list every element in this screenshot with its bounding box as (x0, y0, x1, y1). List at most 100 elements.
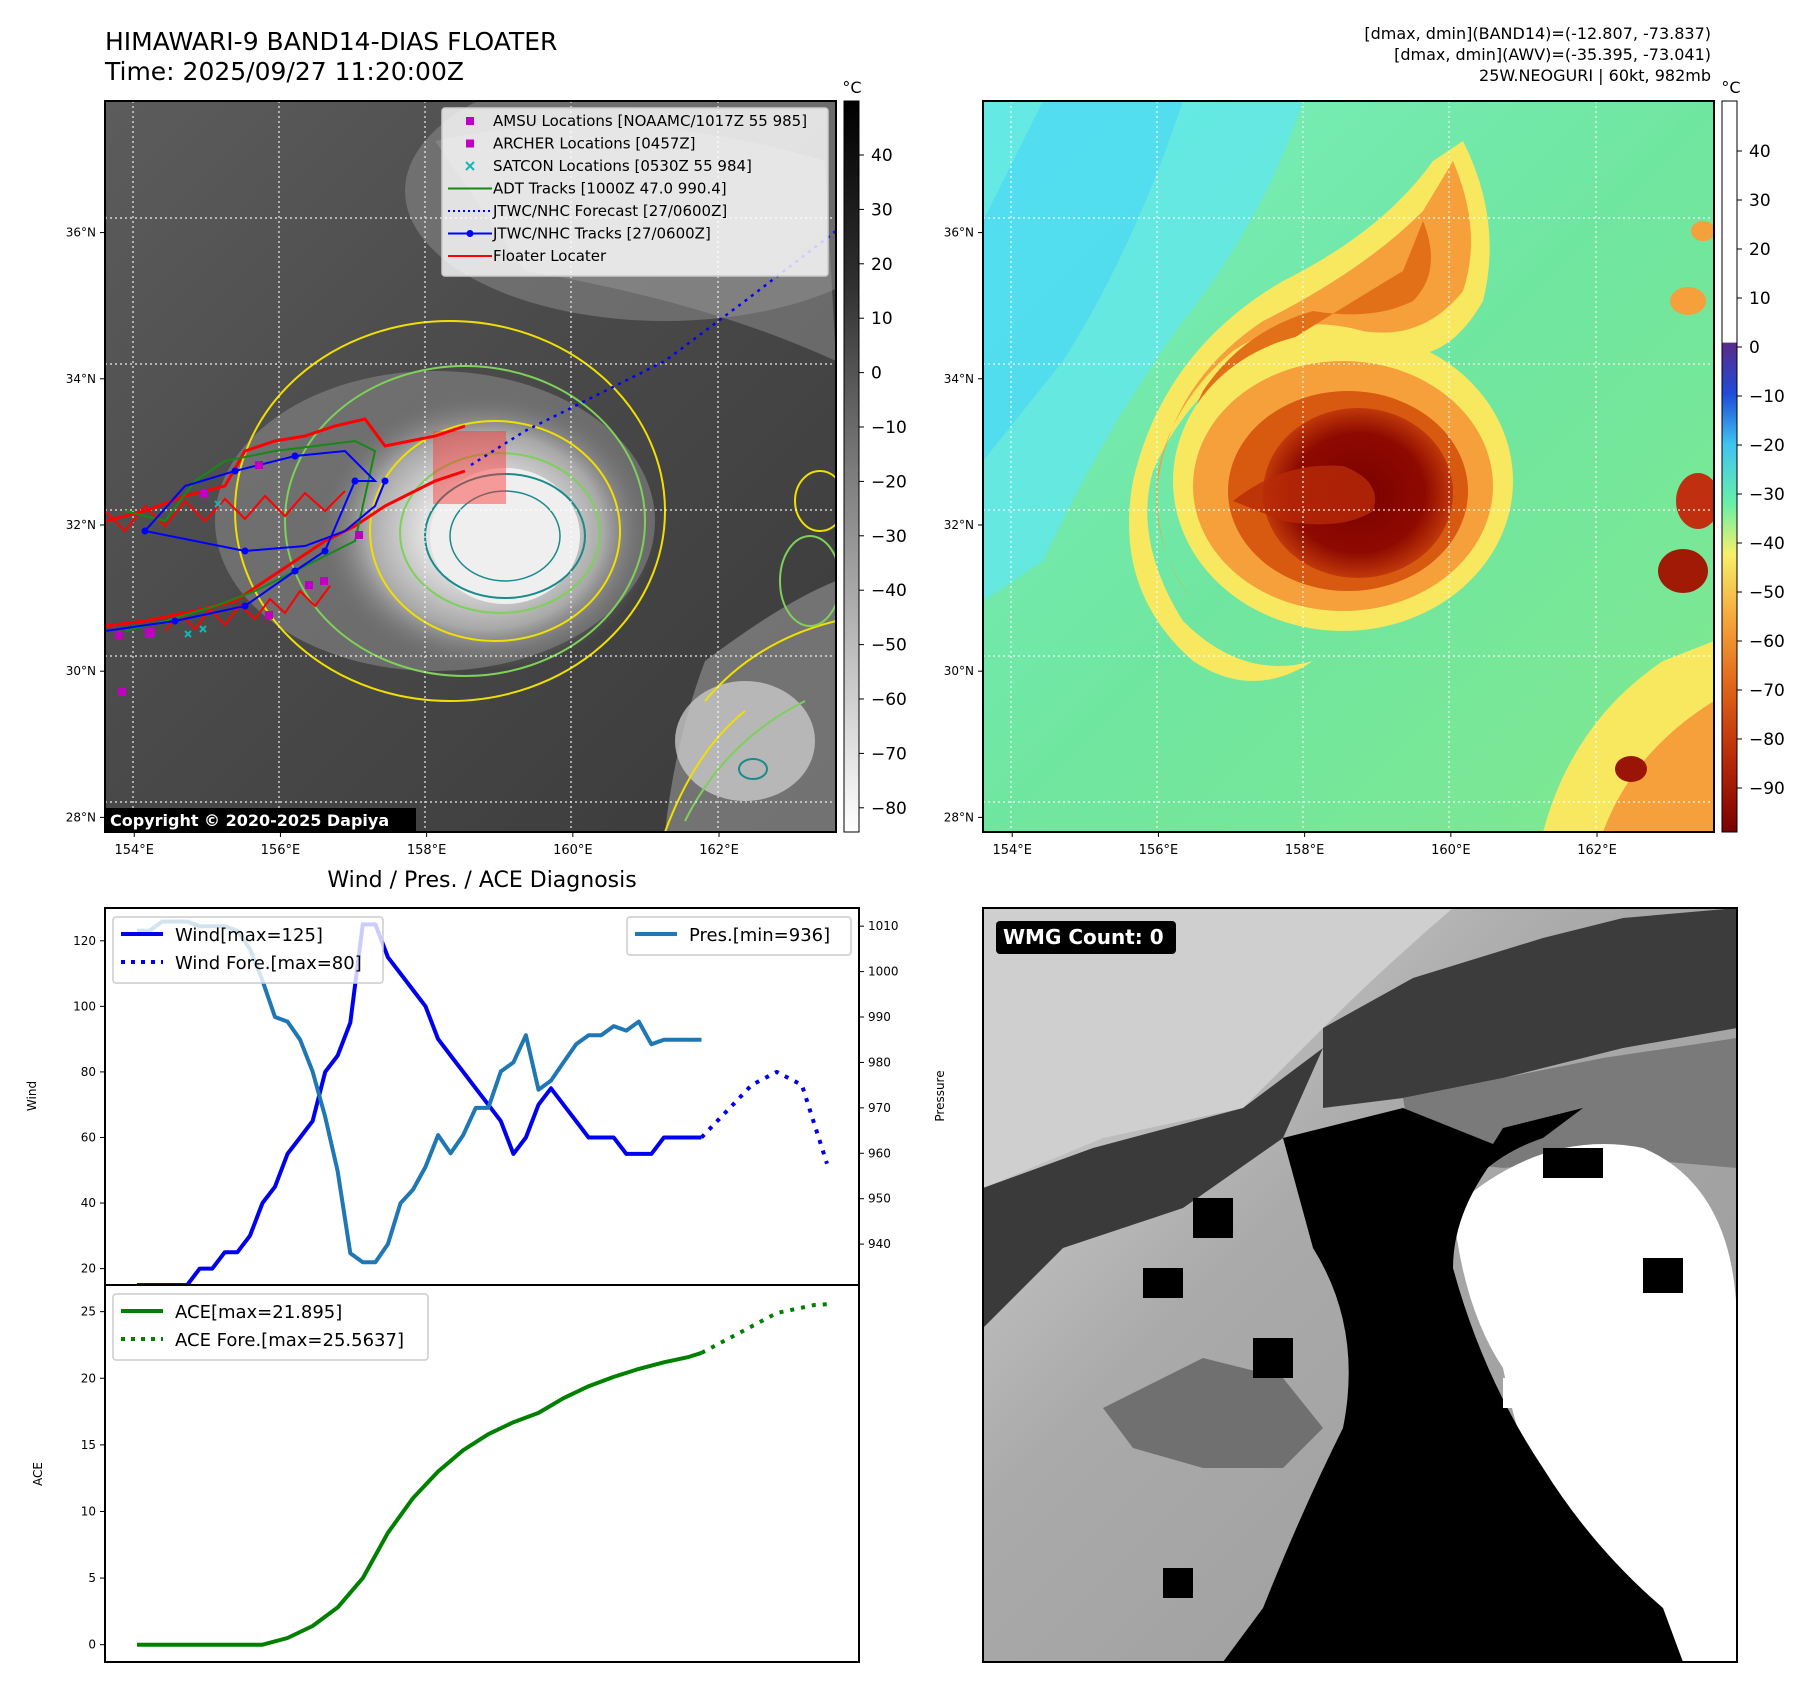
wind-forecast-line (700, 1069, 829, 1165)
colorbar-tick-label: 40 (871, 146, 893, 166)
wind-legend: Wind[max=125] Wind Fore.[max=80] (112, 916, 384, 984)
colorbar-tick-label: −50 (871, 636, 907, 656)
map-legend-entry: AMSU Locations [NOAAMC/1017Z 55 985] (466, 112, 807, 130)
colorbar-tick-label: 10 (1749, 289, 1771, 309)
colorbar-tick-label: 10 (871, 309, 893, 329)
y-tick-label: 20 (81, 1371, 96, 1385)
colorbar-tick-label: −40 (871, 581, 907, 601)
map-legend-entry: JTWC/NHC Forecast [27/0600Z] (448, 202, 727, 220)
legend-square-marker (466, 139, 474, 148)
y-tick-label: 15 (81, 1438, 96, 1452)
y-tick-label: 25 (81, 1305, 96, 1319)
ace-chart: ACE 0 5 10 15 20 25 ACE[max=21.895] ACE Fore.… (31, 1284, 860, 1663)
pressure-legend: Pres.[min=936] (626, 916, 852, 956)
lat-tick-label: 30°N (66, 664, 96, 678)
lon-tick-label: 160°E (553, 843, 593, 858)
wind-legend-label: Wind[max=125] (175, 925, 323, 946)
colorbar-tick-label: −60 (1749, 632, 1785, 652)
colorbar-tick-label: 30 (871, 200, 893, 220)
wmg-count-badge (996, 921, 1176, 954)
colorbar-tick-label: 20 (1749, 240, 1771, 260)
map-legend-label: ADT Tracks [1000Z 47.0 990.4] (493, 180, 727, 198)
lon-tick-label: 162°E (699, 843, 739, 858)
y-tick-label: 10 (81, 1504, 96, 1518)
map-legend-entry: ADT Tracks [1000Z 47.0 990.4] (448, 180, 727, 198)
colorbar-tick-label: −60 (871, 690, 907, 710)
wv-panel: 154°E 156°E 158°E 160°E 162°E 28°N 30°N 32°N 34°… (944, 100, 1715, 858)
y-tick-label: 100 (73, 999, 96, 1013)
lat-tick-label: 36°N (944, 226, 974, 240)
colorbar-tick-label: 20 (871, 255, 893, 275)
lon-tick-label: 156°E (261, 843, 301, 858)
ace-legend: ACE[max=21.895] ACE Fore.[max=25.5637] (112, 1293, 429, 1361)
lat-tick-label: 28°N (66, 810, 96, 824)
colorbar-tick-label: −80 (871, 799, 907, 819)
y-tick-label: 950 (868, 1192, 891, 1206)
colorbar-tick-label: −30 (871, 527, 907, 547)
ace-fore-legend-label: ACE Fore.[max=25.5637] (175, 1330, 404, 1351)
map-legend-label: Floater Locater (493, 247, 607, 265)
y-tick-label: 60 (81, 1130, 96, 1144)
colorbar-tick-label: −10 (871, 418, 907, 438)
info-awv-range: [dmax, dmin](AWV)=(-35.395, -73.041) (1394, 45, 1711, 64)
map-legend-entry: ARCHER Locations [0457Z] (466, 135, 696, 153)
lon-tick-label: 154°E (114, 843, 154, 858)
wmg-panel: WMG Count: 0 (982, 907, 1738, 1663)
y-tick-label: 80 (81, 1065, 96, 1079)
lat-tick-label: 34°N (66, 372, 96, 386)
wmg-image (983, 908, 1737, 1662)
colorbar-tick-label: 30 (1749, 191, 1771, 211)
lon-tick-label: 154°E (992, 843, 1032, 858)
lat-tick-label: 36°N (66, 226, 96, 240)
ir-colorbar-unit: °C (842, 78, 861, 97)
colorbar-tick-label: 40 (1749, 142, 1771, 162)
floater-track-zigzag-2 (164, 585, 331, 632)
colorbar-tick-label: −40 (1749, 534, 1785, 554)
map-legend-label: ARCHER Locations [0457Z] (493, 135, 696, 153)
map-legend-label: JTWC/NHC Tracks [27/0600Z] (492, 225, 711, 243)
y-tick-label: 120 (73, 934, 96, 948)
colorbar-tick-label: −50 (1749, 583, 1785, 603)
colorbar-tick-label: −30 (1749, 485, 1785, 505)
figure-time: Time: 2025/09/27 11:20:00Z (104, 57, 464, 86)
ace-axis-label: ACE (31, 1462, 45, 1486)
pressure-axis-label: Pressure (933, 1070, 947, 1121)
y-tick-label: 940 (868, 1237, 891, 1251)
info-storm-id: 25W.NEOGURI | 60kt, 982mb (1479, 66, 1711, 85)
y-tick-label: 970 (868, 1101, 891, 1115)
colorbar-tick-label: 0 (1749, 338, 1760, 358)
lat-tick-label: 32°N (66, 518, 96, 532)
map-legend-entry: SATCON Locations [0530Z 55 984] (465, 157, 752, 175)
ir-colorbar: °C 40 30 20 10 0 −10 −20 −30 −40 −50 −60 −70 −80 (842, 78, 907, 833)
diagnosis-title: Wind / Pres. / ACE Diagnosis (327, 868, 636, 893)
y-tick-label: 990 (868, 1010, 891, 1024)
y-tick-label: 5 (88, 1571, 96, 1585)
colorbar-tick-label: −20 (871, 472, 907, 492)
wv-colorbar: °C 40 30 20 10 0 −10 −20 −30 −40 −50 −60 −70 −80 −90 (1721, 78, 1785, 833)
lon-tick-label: 162°E (1577, 843, 1617, 858)
map-legend-label: SATCON Locations [0530Z 55 984] (493, 157, 752, 175)
wv-image (983, 101, 1714, 832)
y-tick-label: 1000 (868, 965, 899, 979)
colorbar-tick-label: 0 (871, 364, 882, 384)
colorbar-tick-label: −70 (1749, 681, 1785, 701)
lon-tick-label: 156°E (1139, 843, 1179, 858)
legend-square-marker (466, 117, 474, 125)
colorbar-tick-label: −90 (1749, 779, 1785, 799)
wind-axis-label: Wind (25, 1081, 39, 1111)
wmg-count-label: WMG Count: 0 (1003, 925, 1164, 949)
map-legend-entry: JTWC/NHC Tracks [27/0600Z] (448, 225, 711, 243)
floater-track-zigzag (105, 490, 346, 533)
colorbar-tick-label: −10 (1749, 387, 1785, 407)
copyright-box (104, 808, 416, 832)
ir-panel: AMSU Locations [NOAAMC/1017Z 55 985] ARCH… (66, 100, 837, 858)
lon-tick-label: 158°E (1285, 843, 1325, 858)
lat-tick-label: 28°N (944, 810, 974, 824)
figure-title: HIMAWARI-9 BAND14-DIAS FLOATER (105, 27, 557, 56)
colorbar-tick-label: −70 (871, 744, 907, 764)
lon-tick-label: 158°E (407, 843, 447, 858)
lat-tick-label: 30°N (944, 664, 974, 678)
wind-fore-legend-label: Wind Fore.[max=80] (175, 953, 362, 974)
copyright-text: Copyright © 2020-2025 Dapiya (110, 811, 389, 830)
adt-track (124, 439, 377, 632)
